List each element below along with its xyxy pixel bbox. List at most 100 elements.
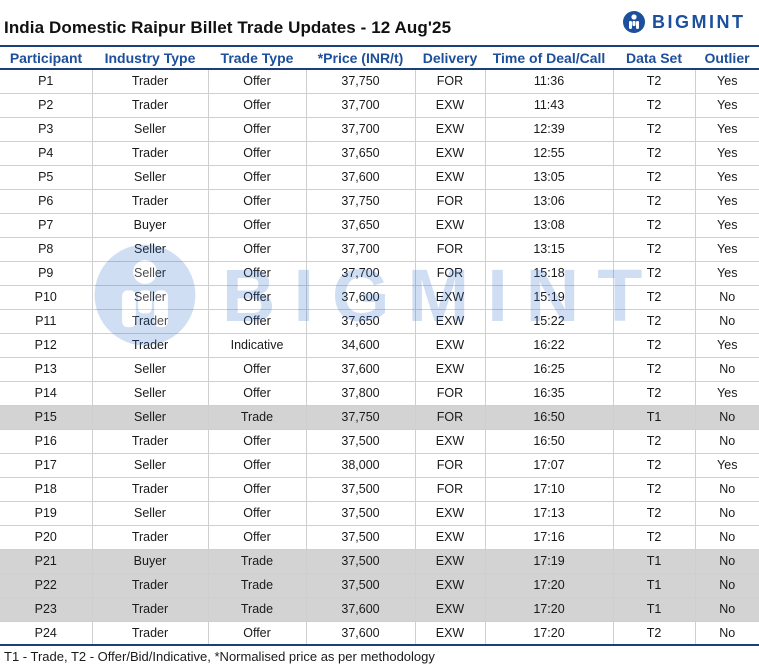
trade-type-cell: Trade — [207, 596, 307, 622]
data-set-cell: T1 — [612, 596, 696, 622]
data-set-cell: T2 — [612, 68, 696, 94]
industry-type-cell: Trader — [91, 332, 209, 358]
outlier-cell: No — [694, 572, 759, 598]
participant-cell: P23 — [0, 596, 93, 622]
outlier-cell: No — [694, 476, 759, 502]
table-row: P14 Seller Offer 37,800 FOR 16:35 T2 Yes — [0, 380, 759, 406]
outlier-cell: Yes — [694, 236, 759, 262]
time-cell: 15:18 — [484, 260, 614, 286]
trade-type-cell: Offer — [207, 116, 307, 142]
delivery-cell: FOR — [414, 68, 486, 94]
trade-type-cell: Trade — [207, 572, 307, 598]
participant-cell: P8 — [0, 236, 93, 262]
outlier-cell: Yes — [694, 92, 759, 118]
outlier-cell: Yes — [694, 212, 759, 238]
price-cell: 37,500 — [305, 428, 416, 454]
data-set-cell: T2 — [612, 380, 696, 406]
price-cell: 37,600 — [305, 356, 416, 382]
trade-type-cell: Offer — [207, 140, 307, 166]
trade-type-cell: Offer — [207, 92, 307, 118]
industry-type-cell: Seller — [91, 404, 209, 430]
time-cell: 17:07 — [484, 452, 614, 478]
data-set-cell: T2 — [612, 332, 696, 358]
price-cell: 37,500 — [305, 524, 416, 550]
industry-type-cell: Buyer — [91, 212, 209, 238]
industry-type-cell: Seller — [91, 356, 209, 382]
col-header-industry-type: Industry Type — [104, 49, 196, 66]
table-row: P10 Seller Offer 37,600 EXW 15:19 T2 No — [0, 284, 759, 310]
delivery-cell: FOR — [414, 404, 486, 430]
participant-cell: P13 — [0, 356, 93, 382]
table-row: P24 Trader Offer 37,600 EXW 17:20 T2 No — [0, 620, 759, 646]
delivery-cell: FOR — [414, 188, 486, 214]
price-cell: 37,600 — [305, 284, 416, 310]
participant-cell: P10 — [0, 284, 93, 310]
data-set-cell: T2 — [612, 140, 696, 166]
delivery-cell: EXW — [414, 620, 486, 646]
time-cell: 13:08 — [484, 212, 614, 238]
price-cell: 37,650 — [305, 212, 416, 238]
delivery-cell: EXW — [414, 548, 486, 574]
table-row: P4 Trader Offer 37,650 EXW 12:55 T2 Yes — [0, 140, 759, 166]
footnote: T1 - Trade, T2 - Offer/Bid/Indicative, *… — [4, 649, 435, 664]
participant-cell: P19 — [0, 500, 93, 526]
table-row: P12 Trader Indicative 34,600 EXW 16:22 T2 Yes — [0, 332, 759, 358]
data-set-cell: T2 — [612, 236, 696, 262]
table-row: P18 Trader Offer 37,500 FOR 17:10 T2 No — [0, 476, 759, 502]
trade-type-cell: Offer — [207, 380, 307, 406]
time-cell: 16:25 — [484, 356, 614, 382]
trade-type-cell: Offer — [207, 236, 307, 262]
time-cell: 17:20 — [484, 620, 614, 646]
price-cell: 37,750 — [305, 188, 416, 214]
time-cell: 13:15 — [484, 236, 614, 262]
table-row: P5 Seller Offer 37,600 EXW 13:05 T2 Yes — [0, 164, 759, 190]
time-cell: 11:36 — [484, 68, 614, 94]
participant-cell: P15 — [0, 404, 93, 430]
price-cell: 37,700 — [305, 236, 416, 262]
delivery-cell: EXW — [414, 140, 486, 166]
table-row: P9 Seller Offer 37,700 FOR 15:18 T2 Yes — [0, 260, 759, 286]
industry-type-cell: Seller — [91, 236, 209, 262]
table-header-row: Participant Industry Type Trade Type *Pr… — [0, 46, 759, 69]
price-cell: 37,650 — [305, 308, 416, 334]
trade-type-cell: Offer — [207, 356, 307, 382]
trade-type-cell: Offer — [207, 212, 307, 238]
industry-type-cell: Trader — [91, 308, 209, 334]
participant-cell: P3 — [0, 116, 93, 142]
table-row: P22 Trader Trade 37,500 EXW 17:20 T1 No — [0, 572, 759, 598]
delivery-cell: FOR — [414, 236, 486, 262]
time-cell: 17:20 — [484, 572, 614, 598]
trade-type-cell: Offer — [207, 68, 307, 94]
trade-type-cell: Offer — [207, 188, 307, 214]
time-cell: 11:43 — [484, 92, 614, 118]
price-cell: 34,600 — [305, 332, 416, 358]
time-cell: 16:35 — [484, 380, 614, 406]
industry-type-cell: Seller — [91, 164, 209, 190]
trade-type-cell: Trade — [207, 404, 307, 430]
data-set-cell: T2 — [612, 452, 696, 478]
price-cell: 37,700 — [305, 260, 416, 286]
outlier-cell: No — [694, 308, 759, 334]
bigmint-logo-icon — [623, 11, 645, 33]
industry-type-cell: Seller — [91, 116, 209, 142]
outlier-cell: No — [694, 500, 759, 526]
industry-type-cell: Trader — [91, 428, 209, 454]
table-row: P20 Trader Offer 37,500 EXW 17:16 T2 No — [0, 524, 759, 550]
delivery-cell: EXW — [414, 164, 486, 190]
time-cell: 17:13 — [484, 500, 614, 526]
participant-cell: P24 — [0, 620, 93, 646]
time-cell: 12:55 — [484, 140, 614, 166]
delivery-cell: FOR — [414, 476, 486, 502]
participant-cell: P22 — [0, 572, 93, 598]
table-row: P21 Buyer Trade 37,500 EXW 17:19 T1 No — [0, 548, 759, 574]
outlier-cell: No — [694, 356, 759, 382]
col-header-participant: Participant — [9, 49, 83, 66]
participant-cell: P20 — [0, 524, 93, 550]
trade-type-cell: Offer — [207, 164, 307, 190]
trade-type-cell: Offer — [207, 524, 307, 550]
data-set-cell: T2 — [612, 164, 696, 190]
outlier-cell: No — [694, 596, 759, 622]
table-row: P19 Seller Offer 37,500 EXW 17:13 T2 No — [0, 500, 759, 526]
participant-cell: P4 — [0, 140, 93, 166]
participant-cell: P5 — [0, 164, 93, 190]
